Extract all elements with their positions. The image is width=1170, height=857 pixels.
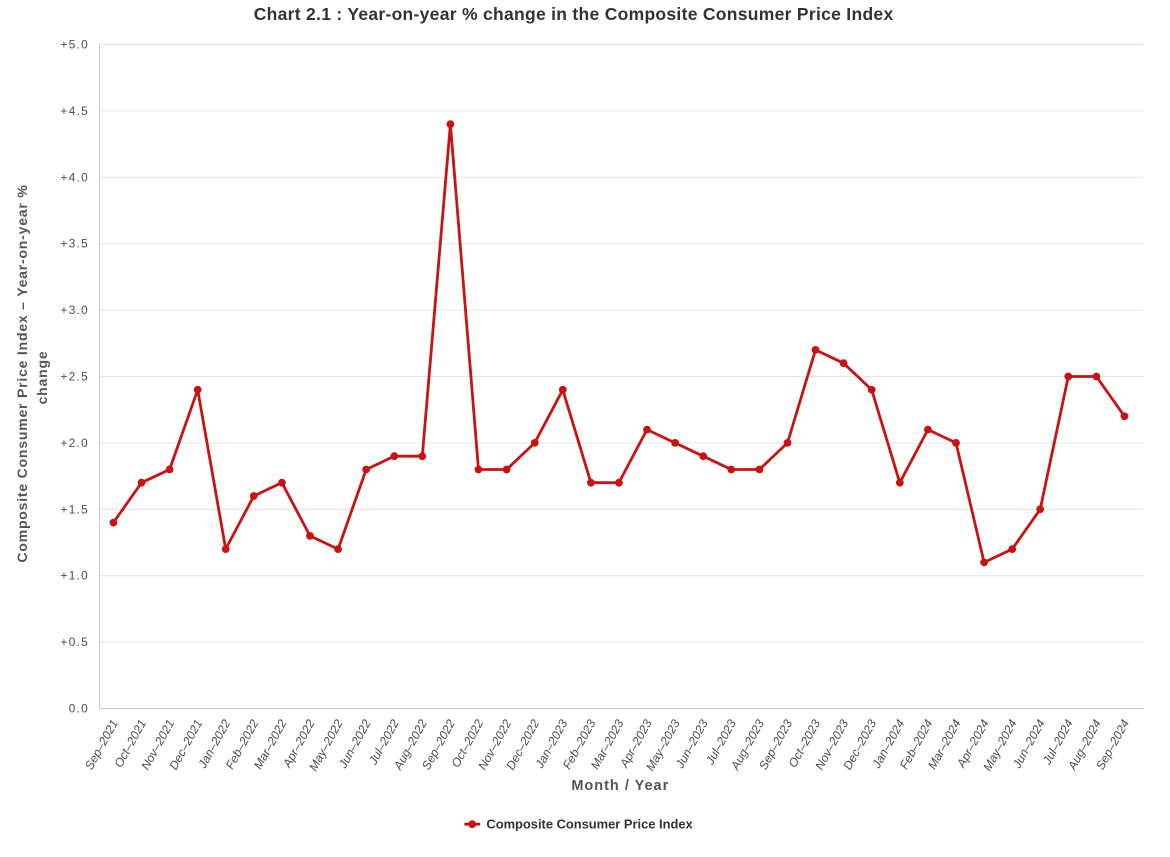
svg-text:+2.0: +2.0 <box>61 436 90 450</box>
svg-text:+3.5: +3.5 <box>61 237 90 251</box>
svg-text:Chart 2.1 : Year-on-year % cha: Chart 2.1 : Year-on-year % change in the… <box>254 4 894 24</box>
svg-text:+1.5: +1.5 <box>61 502 90 516</box>
svg-text:+4.0: +4.0 <box>61 170 90 184</box>
svg-text:Month / Year: Month / Year <box>571 778 669 794</box>
svg-text:+5.0: +5.0 <box>61 38 90 52</box>
svg-text:Composite Consumer Price Index: Composite Consumer Price Index <box>486 817 693 832</box>
svg-text:change: change <box>34 351 50 405</box>
svg-text:+0.5: +0.5 <box>61 635 90 649</box>
svg-text:Composite Consumer Price Index: Composite Consumer Price Index – Year-on… <box>14 184 30 562</box>
svg-text:+1.0: +1.0 <box>61 569 90 583</box>
svg-text:+3.0: +3.0 <box>61 303 90 317</box>
svg-text:0.0: 0.0 <box>69 702 89 716</box>
svg-text:+4.5: +4.5 <box>61 104 90 118</box>
svg-text:+2.5: +2.5 <box>61 370 90 384</box>
